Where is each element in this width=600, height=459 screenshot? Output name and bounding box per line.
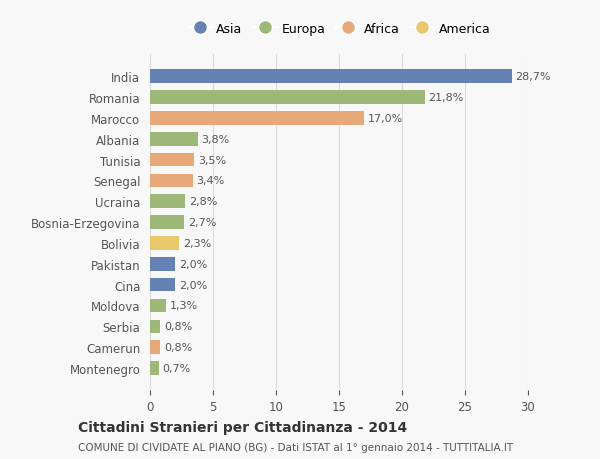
Bar (150, 91, 425, 105)
Bar (150, 278, 175, 292)
Text: 2,0%: 2,0% (179, 259, 207, 269)
Text: 3,5%: 3,5% (198, 155, 226, 165)
Text: 0,8%: 0,8% (164, 342, 192, 353)
Text: 2,0%: 2,0% (179, 280, 207, 290)
Text: 2,7%: 2,7% (188, 218, 216, 228)
Bar (150, 299, 166, 313)
Text: Cittadini Stranieri per Cittadinanza - 2014: Cittadini Stranieri per Cittadinanza - 2… (78, 420, 407, 435)
Text: 21,8%: 21,8% (428, 93, 464, 103)
Text: COMUNE DI CIVIDATE AL PIANO (BG) - Dati ISTAT al 1° gennaio 2014 - TUTTITALIA.IT: COMUNE DI CIVIDATE AL PIANO (BG) - Dati … (78, 442, 513, 452)
Bar (150, 320, 160, 333)
Text: 3,8%: 3,8% (202, 134, 230, 145)
Bar (150, 237, 179, 250)
Text: 1,3%: 1,3% (170, 301, 198, 311)
Text: 2,8%: 2,8% (189, 197, 217, 207)
Bar (150, 361, 159, 375)
Bar (150, 174, 193, 188)
Bar (150, 112, 364, 125)
Bar (150, 153, 194, 167)
Text: 17,0%: 17,0% (368, 114, 403, 123)
Text: 3,4%: 3,4% (197, 176, 225, 186)
Bar (150, 341, 160, 354)
Bar (150, 195, 185, 208)
Bar (150, 216, 184, 230)
Bar (150, 70, 512, 84)
Bar (150, 133, 198, 146)
Bar (150, 257, 175, 271)
Text: 28,7%: 28,7% (515, 72, 551, 82)
Text: 2,3%: 2,3% (183, 238, 211, 248)
Legend: Asia, Europa, Africa, America: Asia, Europa, Africa, America (182, 18, 496, 41)
Text: 0,7%: 0,7% (163, 363, 191, 373)
Text: 0,8%: 0,8% (164, 322, 192, 331)
